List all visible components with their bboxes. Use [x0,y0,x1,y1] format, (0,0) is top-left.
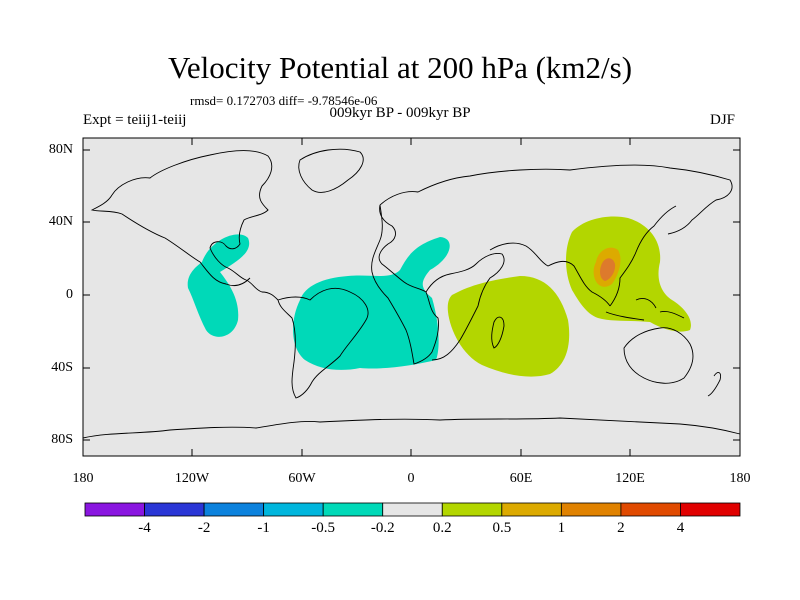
negative-anomaly-regions [187,234,450,370]
coast-europe-asia-north [379,164,733,235]
coast-east-asia [609,205,677,307]
coast-north-america [111,150,279,301]
experiment-label: Expt = teiij1-teiij [83,112,187,128]
region-pos-maritime-continent [566,216,691,332]
colorbar-label: 1 [557,520,566,536]
colorbar-label: -1 [257,520,270,536]
colorbar-label: 4 [676,520,685,536]
lat-label-80n: 80N [48,142,73,157]
coast-maritime-islands [605,297,685,321]
colorbar-box-3 [263,502,324,517]
region-pos-indian-ocean [447,276,570,377]
coast-europe-africa [371,204,439,365]
colorbar-label: -4 [138,520,151,536]
coast-south-america [277,287,369,399]
coast-madagascar [491,316,505,349]
region-pos-indochina-max [600,258,616,281]
colorbar-label: -0.2 [370,520,395,536]
stats-line: rmsd= 0.172703 diff= -9.78546e-06 [190,93,378,108]
colorbar-label: 2 [617,520,625,536]
colorbar-label: -2 [197,520,211,536]
lon-label-120w: 120W [174,471,210,486]
colorbar-box-4 [322,502,384,517]
lon-label-60e: 60E [509,471,533,486]
colorbar-box-7 [501,502,562,517]
lat-label-80s: 80S [51,432,73,447]
season-label: DJF [710,112,736,128]
colorbar-label: 0.5 [492,520,512,536]
colorbar-box-1 [144,502,205,517]
coast-new-zealand [707,372,721,397]
colorbar-label: 0.2 [432,520,452,536]
colorbar [84,502,741,517]
lon-label-0: 0 [407,471,415,486]
axis-ticks [82,138,741,456]
lon-label-60w: 60W [288,471,316,486]
coast-australia [623,327,694,384]
lat-label-0: 0 [66,287,73,302]
positive-anomaly-regions [447,216,691,377]
region-neg-south-america-atlantic [293,237,450,370]
colorbar-box-6 [441,502,503,517]
colorbar-box-2 [203,502,265,517]
coast-antarctica [82,417,741,439]
lon-label-120e: 120E [615,471,645,486]
colorbar-box-8 [560,502,622,517]
coast-greenland [298,148,364,193]
lon-label-180-east: 180 [729,471,751,486]
coastlines [82,148,741,439]
region-neg-central-america [187,234,250,337]
coast-arabia-india [489,242,611,307]
colorbar-box-0 [84,502,145,517]
period-label: 009kyr BP - 009kyr BP [329,105,471,121]
colorbar-box-5 [382,502,443,517]
colorbar-label: -0.5 [311,520,336,536]
plot-title: Velocity Potential at 200 hPa (km2/s) [167,50,633,85]
colorbar-box-10 [680,502,741,517]
lat-label-40s: 40S [51,360,73,375]
colorbar-box-9 [620,502,681,517]
coast-alaska-west [90,194,251,287]
coast-africa-east [425,253,505,361]
lon-label-180-west: 180 [72,471,94,486]
lat-label-40n: 40N [48,214,73,229]
